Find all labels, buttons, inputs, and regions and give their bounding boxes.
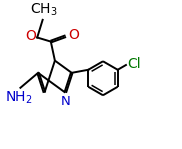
Text: O: O [25, 29, 36, 43]
Text: N: N [61, 95, 71, 108]
Text: O: O [68, 28, 79, 42]
Text: Cl: Cl [127, 57, 141, 71]
Text: CH$_3$: CH$_3$ [30, 2, 58, 18]
Text: NH$_2$: NH$_2$ [5, 90, 33, 106]
